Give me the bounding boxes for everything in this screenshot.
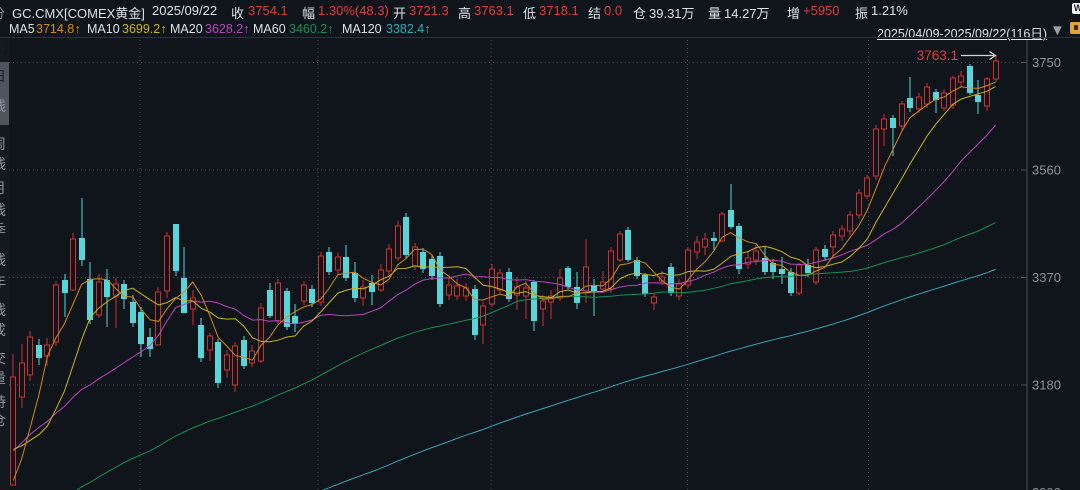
svg-text:3763.1: 3763.1 — [917, 48, 958, 63]
svg-text:3370: 3370 — [1032, 270, 1061, 285]
svg-text:2990: 2990 — [1032, 485, 1061, 490]
svg-text:3180: 3180 — [1032, 378, 1061, 393]
svg-text:3750: 3750 — [1032, 55, 1061, 70]
svg-text:3560: 3560 — [1032, 163, 1061, 178]
